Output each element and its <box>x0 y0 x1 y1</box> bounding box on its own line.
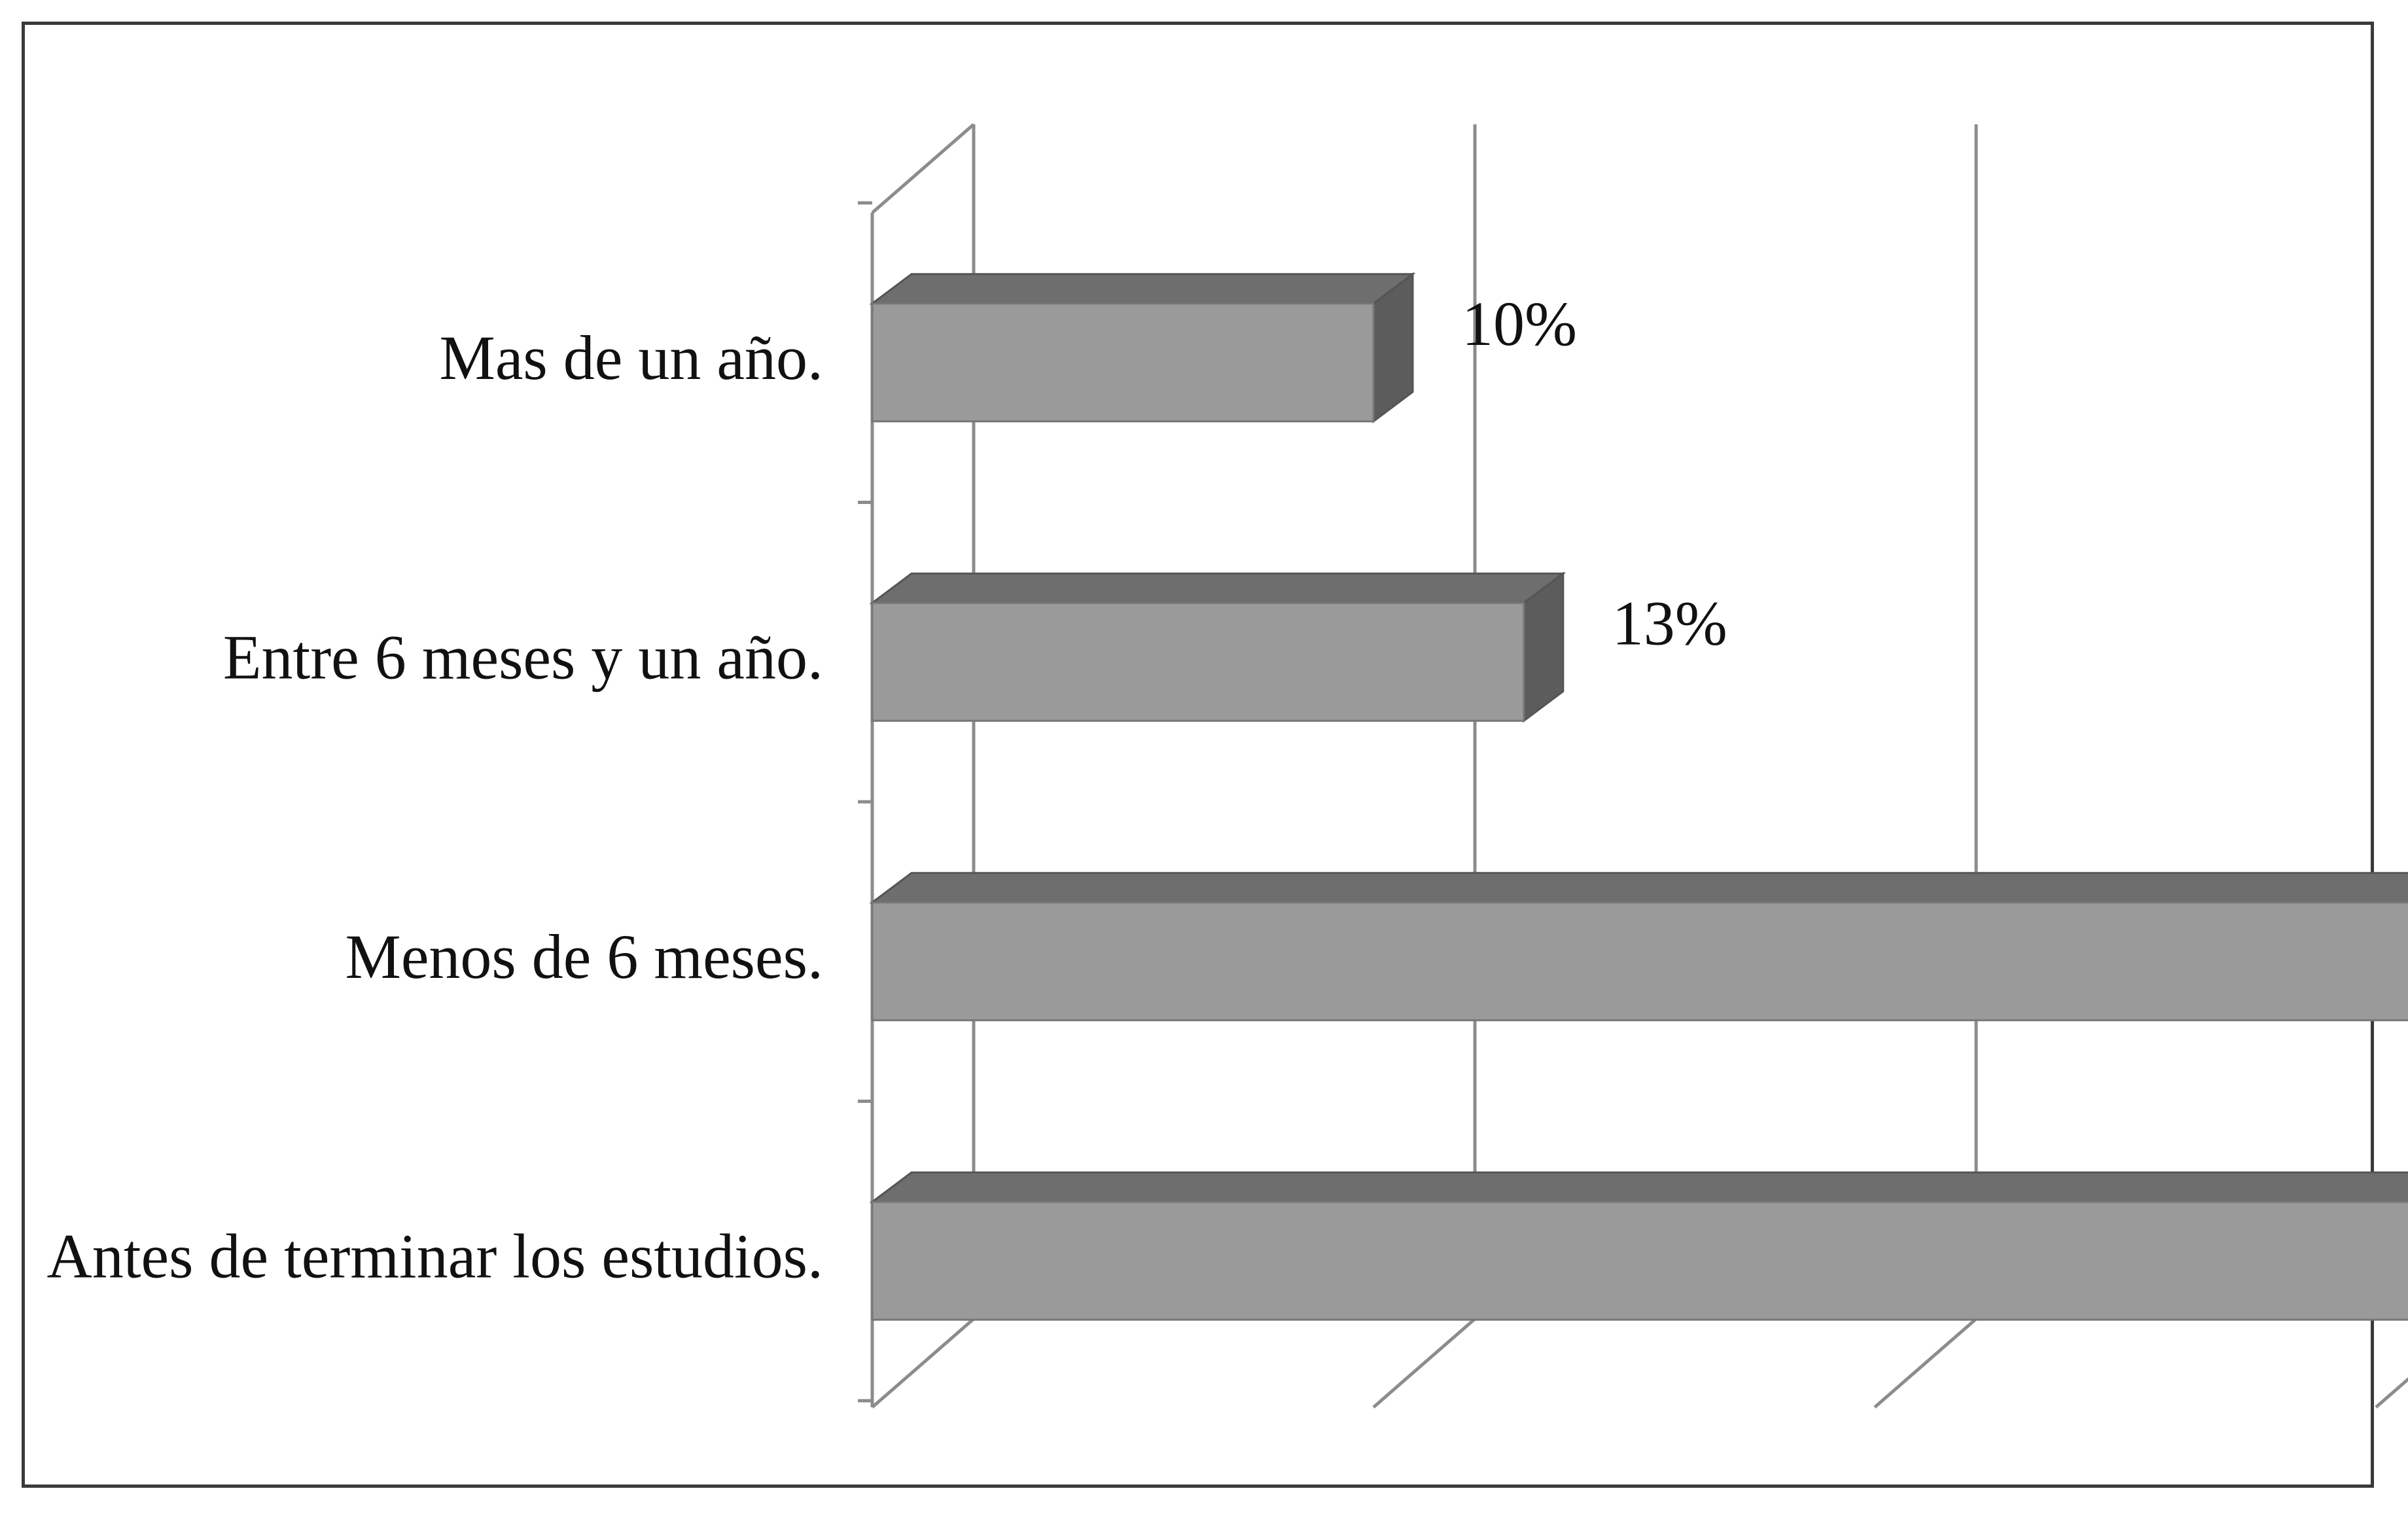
gridline-depth <box>1372 1318 1476 1409</box>
category-label: Entre 6 meses y un año. <box>223 622 823 692</box>
bar <box>871 302 1375 423</box>
data-label: 10% <box>1462 289 1577 359</box>
wall-top-edge <box>871 123 975 214</box>
bar <box>871 1200 2408 1321</box>
bar-top-face <box>869 1171 2408 1203</box>
gridline-depth <box>871 1318 975 1409</box>
bars-layer <box>869 272 2408 1321</box>
gridline-depth <box>2375 1377 2408 1409</box>
gridline-depth <box>1873 1318 1977 1409</box>
category-label: Antes de terminar los estudios. <box>47 1221 823 1291</box>
bar <box>871 901 2408 1022</box>
category-label: Mas de un año. <box>439 323 823 393</box>
data-label: 13% <box>1612 588 1727 658</box>
labels-layer: Antes de terminar los estudios.31%Menos … <box>47 289 1727 1291</box>
bar-top-face <box>869 872 2408 904</box>
bar-top-face <box>869 273 1416 305</box>
bar <box>871 602 1525 722</box>
category-label: Menos de 6 meses. <box>345 922 823 992</box>
bar-top-face <box>869 572 1567 604</box>
